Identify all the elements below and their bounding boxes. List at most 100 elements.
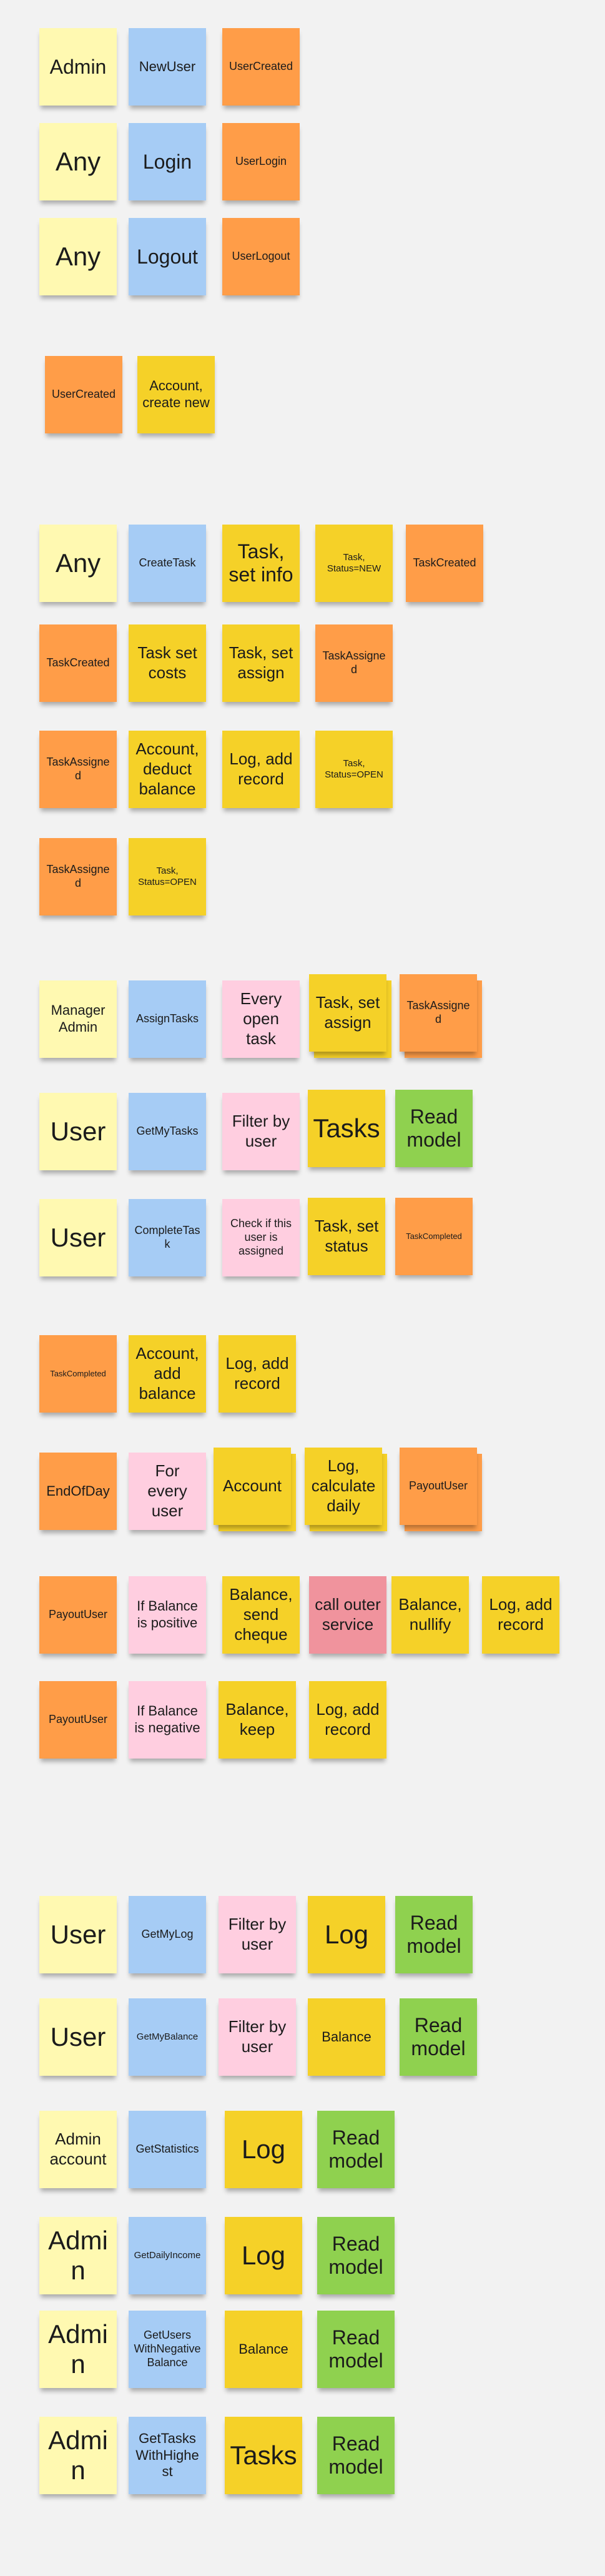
sticky-note-any[interactable]: Any xyxy=(39,218,117,295)
sticky-note-check-if-this-user-is-assigned[interactable]: Check if this user is assigned xyxy=(222,1199,300,1276)
sticky-note-every-open-task[interactable]: Every open task xyxy=(222,980,300,1058)
sticky-note-log[interactable]: Log xyxy=(308,1896,385,1973)
sticky-note-text: Account xyxy=(223,1476,282,1496)
sticky-note-text: Tasks xyxy=(313,1113,380,1143)
sticky-note-read-model[interactable]: Read model xyxy=(395,1896,473,1973)
sticky-note-assigntasks[interactable]: AssignTasks xyxy=(129,980,206,1058)
sticky-note-taskassigned[interactable]: TaskAssigned xyxy=(315,624,393,702)
sticky-note-task-set-info[interactable]: Task, set info xyxy=(222,525,300,602)
sticky-note-payoutuser[interactable]: PayoutUser xyxy=(400,1448,477,1525)
sticky-note-text: Read model xyxy=(400,1105,468,1152)
sticky-note-usercreated[interactable]: UserCreated xyxy=(222,28,300,106)
sticky-note-read-model[interactable]: Read model xyxy=(400,1998,477,2076)
sticky-note-gettaskswithhighest[interactable]: GetTasksWithHighest xyxy=(129,2417,206,2494)
sticky-note-usercreated[interactable]: UserCreated xyxy=(45,356,122,433)
sticky-note-admin[interactable]: Admin xyxy=(39,2417,117,2494)
sticky-note-getstatistics[interactable]: GetStatistics xyxy=(129,2111,206,2188)
sticky-note-payoutuser[interactable]: PayoutUser xyxy=(39,1576,117,1654)
sticky-note-log[interactable]: Log xyxy=(225,2217,302,2294)
sticky-note-task-set-assign[interactable]: Task, set assign xyxy=(309,974,386,1052)
sticky-note-log[interactable]: Log xyxy=(225,2111,302,2188)
sticky-note-call-outer-service[interactable]: call outer service xyxy=(309,1576,386,1654)
sticky-note-text: Read model xyxy=(322,2126,390,2173)
sticky-note-account[interactable]: Account xyxy=(214,1448,291,1525)
sticky-note-read-model[interactable]: Read model xyxy=(317,2111,395,2188)
sticky-note-createtask[interactable]: CreateTask xyxy=(129,525,206,602)
sticky-note-getusers-withnegativebalance[interactable]: GetUsers WithNegativeBalance xyxy=(129,2311,206,2388)
sticky-note-user[interactable]: User xyxy=(39,1199,117,1276)
sticky-note-task-status-open[interactable]: Task, Status=OPEN xyxy=(315,731,393,808)
sticky-note-getmybalance[interactable]: GetMyBalance xyxy=(129,1998,206,2076)
sticky-note-any[interactable]: Any xyxy=(39,123,117,200)
sticky-note-taskassigned[interactable]: TaskAssigned xyxy=(39,838,117,915)
sticky-note-text: PayoutUser xyxy=(409,1479,468,1493)
sticky-note-account-add-balance[interactable]: Account, add balance xyxy=(129,1335,206,1413)
sticky-note-taskassigned[interactable]: TaskAssigned xyxy=(39,731,117,808)
sticky-note-text: Check if this user is assigned xyxy=(227,1217,295,1258)
sticky-note-admin[interactable]: Admin xyxy=(39,2217,117,2294)
sticky-note-for-every-user[interactable]: For every user xyxy=(129,1453,206,1530)
sticky-note-admin-account[interactable]: Admin account xyxy=(39,2111,117,2188)
sticky-note-payoutuser[interactable]: PayoutUser xyxy=(39,1681,117,1759)
sticky-note-text: Account, create new xyxy=(142,378,210,412)
sticky-note-task-set-status[interactable]: Task, set status xyxy=(308,1198,385,1275)
sticky-note-getmylog[interactable]: GetMyLog xyxy=(129,1896,206,1973)
sticky-note-task-set-costs[interactable]: Task set costs xyxy=(129,624,206,702)
sticky-note-text: Log, add record xyxy=(487,1595,554,1634)
sticky-note-login[interactable]: Login xyxy=(129,123,206,200)
sticky-note-text: Log, add record xyxy=(224,1354,291,1393)
sticky-note-taskcreated[interactable]: TaskCreated xyxy=(406,525,483,602)
sticky-note-taskcompleted[interactable]: TaskCompleted xyxy=(395,1198,473,1275)
sticky-note-task-status-open[interactable]: Task, Status=OPEN xyxy=(129,838,206,915)
sticky-note-filter-by-user[interactable]: Filter by user xyxy=(222,1093,300,1170)
sticky-note-read-model[interactable]: Read model xyxy=(317,2417,395,2494)
sticky-note-balance-nullify[interactable]: Balance, nullify xyxy=(391,1576,469,1654)
sticky-note-userlogout[interactable]: UserLogout xyxy=(222,218,300,295)
sticky-note-if-balance-is-positive[interactable]: If Balance is positive xyxy=(129,1576,206,1654)
sticky-note-balance[interactable]: Balance xyxy=(308,1998,385,2076)
sticky-note-log-calculate-daily[interactable]: Log, calculate daily xyxy=(305,1448,382,1525)
sticky-note-tasks[interactable]: Tasks xyxy=(308,1090,385,1167)
sticky-note-read-model[interactable]: Read model xyxy=(317,2311,395,2388)
sticky-note-logout[interactable]: Logout xyxy=(129,218,206,295)
sticky-note-balance-keep[interactable]: Balance, keep xyxy=(219,1681,296,1759)
sticky-note-userlogin[interactable]: UserLogin xyxy=(222,123,300,200)
sticky-note-filter-by-user[interactable]: Filter by user xyxy=(219,1896,296,1973)
sticky-note-endofday[interactable]: EndOfDay xyxy=(39,1453,117,1530)
sticky-note-getmytasks[interactable]: GetMyTasks xyxy=(129,1093,206,1170)
sticky-note-text: Log, add record xyxy=(314,1700,381,1739)
sticky-note-any[interactable]: Any xyxy=(39,525,117,602)
sticky-note-manager-admin[interactable]: Manager Admin xyxy=(39,980,117,1058)
sticky-note-taskcompleted[interactable]: TaskCompleted xyxy=(39,1335,117,1413)
sticky-note-log-add-record[interactable]: Log, add record xyxy=(219,1335,296,1413)
sticky-note-account-deduct-balance[interactable]: Account, deduct balance xyxy=(129,731,206,808)
sticky-note-newuser[interactable]: NewUser xyxy=(129,28,206,106)
sticky-note-user[interactable]: User xyxy=(39,1896,117,1973)
sticky-note-user[interactable]: User xyxy=(39,1998,117,2076)
sticky-note-log-add-record[interactable]: Log, add record xyxy=(309,1681,386,1759)
sticky-note-log-add-record[interactable]: Log, add record xyxy=(222,731,300,808)
sticky-note-admin[interactable]: Admin xyxy=(39,2311,117,2388)
sticky-note-balance-send-cheque[interactable]: Balance, send cheque xyxy=(222,1576,300,1654)
sticky-note-getdailyincome[interactable]: GetDailyIncome xyxy=(129,2217,206,2294)
sticky-note-text: Admin xyxy=(44,2425,112,2486)
sticky-note-taskassigned[interactable]: TaskAssigned xyxy=(400,974,477,1052)
sticky-note-log-add-record[interactable]: Log, add record xyxy=(482,1576,559,1654)
sticky-note-user[interactable]: User xyxy=(39,1093,117,1170)
sticky-note-admin[interactable]: Admin xyxy=(39,28,117,106)
sticky-note-completetask[interactable]: CompleteTask xyxy=(129,1199,206,1276)
sticky-note-task-set-assign[interactable]: Task, set assign xyxy=(222,624,300,702)
sticky-note-read-model[interactable]: Read model xyxy=(317,2217,395,2294)
sticky-note-text: User xyxy=(51,2022,106,2052)
sticky-note-if-balance-is-negative[interactable]: If Balance is negative xyxy=(129,1681,206,1759)
sticky-note-task-status-new[interactable]: Task, Status=NEW xyxy=(315,525,393,602)
sticky-note-text: Read model xyxy=(322,2326,390,2372)
sticky-note-text: Read model xyxy=(405,2014,472,2060)
sticky-note-account-create-new[interactable]: Account, create new xyxy=(137,356,215,433)
sticky-note-tasks[interactable]: Tasks xyxy=(225,2417,302,2494)
sticky-note-filter-by-user[interactable]: Filter by user xyxy=(219,1998,296,2076)
sticky-note-balance[interactable]: Balance xyxy=(225,2311,302,2388)
sticky-note-read-model[interactable]: Read model xyxy=(395,1090,473,1167)
sticky-note-text: GetMyBalance xyxy=(137,2031,198,2043)
sticky-note-taskcreated[interactable]: TaskCreated xyxy=(39,624,117,702)
